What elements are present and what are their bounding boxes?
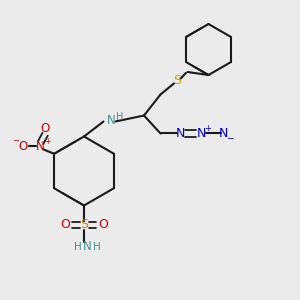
Text: +: +: [205, 124, 211, 133]
Text: N: N: [82, 239, 91, 253]
Text: −: −: [12, 136, 19, 146]
Text: H: H: [74, 242, 82, 253]
Text: N: N: [175, 127, 185, 140]
Text: +: +: [44, 137, 50, 146]
Text: S: S: [80, 218, 88, 232]
Text: O: O: [60, 218, 70, 232]
Text: N: N: [196, 127, 206, 140]
Text: H: H: [116, 112, 123, 122]
Text: N: N: [219, 127, 228, 140]
Text: −: −: [226, 134, 234, 142]
Text: N: N: [36, 140, 45, 153]
Text: O: O: [98, 218, 108, 232]
Text: O: O: [18, 140, 27, 153]
Text: O: O: [40, 122, 50, 135]
Text: N: N: [106, 113, 116, 127]
Text: S: S: [173, 74, 181, 88]
Text: H: H: [93, 242, 101, 253]
